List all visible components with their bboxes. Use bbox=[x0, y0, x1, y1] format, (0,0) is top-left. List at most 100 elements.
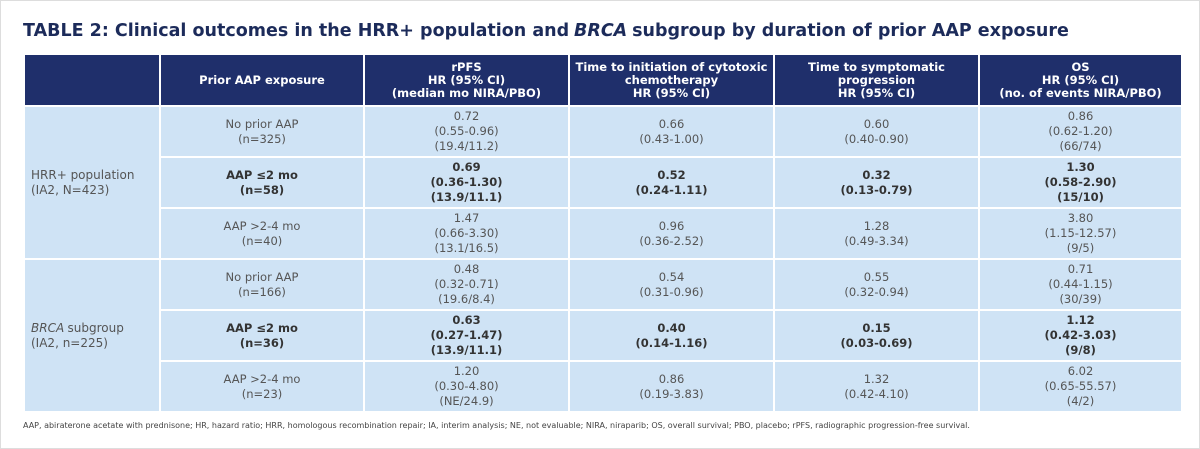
header-cell bbox=[23, 53, 161, 107]
cell-line: 6.02 bbox=[1067, 364, 1094, 378]
cell-line: 1.32 bbox=[863, 371, 890, 386]
table-cell: 1.32 (0.42-4.10) bbox=[773, 360, 980, 413]
cell-line: (n=36) bbox=[239, 335, 285, 350]
cell-line: 1.28 bbox=[863, 218, 890, 233]
cell-line: 0.71 bbox=[1067, 262, 1094, 276]
cell-line: HR (95% CI) bbox=[632, 85, 711, 100]
cell-line: HR (95% CI) bbox=[427, 72, 506, 87]
cell-line: Time to initiation of cytotoxic bbox=[575, 59, 768, 74]
cell-line: 0.32 bbox=[862, 167, 891, 182]
cell-line: (0.62-1.20) bbox=[1048, 124, 1113, 138]
cell-line: (30/39) bbox=[1059, 292, 1102, 306]
cell-line: (n=325) bbox=[238, 131, 286, 146]
table-cell: 0.69 (0.36-1.30) (13.9/11.1) bbox=[363, 156, 570, 209]
cell-line: 0.69 bbox=[452, 160, 481, 174]
cell-line: rPFS bbox=[451, 59, 482, 74]
table-cell: 0.86 (0.62-1.20) (66/74) bbox=[978, 105, 1183, 158]
cell-line: (66/74) bbox=[1059, 139, 1102, 153]
cell-line: 3.80 bbox=[1067, 211, 1094, 225]
table-row: AAP ≤2 mo (n=58) 0.69 (0.36-1.30) (13.9/11.1… bbox=[24, 156, 1183, 209]
table-cell: 0.63 (0.27-1.47) (13.9/11.1) bbox=[363, 309, 570, 362]
cell-line: (13.9/11.1) bbox=[430, 190, 503, 204]
cell-line: (0.43-1.00) bbox=[639, 131, 704, 146]
cell-line: (0.66-3.30) bbox=[434, 226, 499, 240]
title: TABLE 2: Clinical outcomes in the HRR+ p… bbox=[23, 21, 1069, 41]
table-cell: 0.86 (0.19-3.83) bbox=[568, 360, 775, 413]
cell-line: HR (95% CI) bbox=[837, 85, 916, 100]
cell-line: (0.36-2.52) bbox=[639, 233, 704, 248]
group-sublabel: (IA2, N=423) bbox=[31, 182, 110, 197]
table-cell: 1.47 (0.66-3.30) (13.1/16.5) bbox=[363, 207, 570, 260]
table-row: AAP ≤2 mo (n=36) 0.63 (0.27-1.47) (13.9/11.1… bbox=[24, 309, 1183, 362]
header-cell: OS HR (95% CI) (no. of events NIRA/PBO) bbox=[978, 53, 1183, 107]
cell-line: (0.65-55.57) bbox=[1044, 379, 1117, 393]
table-cell: 0.60 (0.40-0.90) bbox=[773, 105, 980, 158]
cell-line: (0.44-1.15) bbox=[1048, 277, 1113, 291]
group-cell: HRR+ population (IA2, N=423) bbox=[23, 105, 161, 260]
header-cell: rPFS HR (95% CI) (median mo NIRA/PBO) bbox=[363, 53, 570, 107]
table-cell: 1.20 (0.30-4.80) (NE/24.9) bbox=[363, 360, 570, 413]
cell-line: (no. of events NIRA/PBO) bbox=[999, 85, 1162, 100]
cell-line: 0.52 bbox=[657, 167, 686, 182]
cell-line: AAP ≤2 mo bbox=[226, 320, 298, 335]
table-cell: 0.55 (0.32-0.94) bbox=[773, 258, 980, 311]
cell-line: (0.32-0.94) bbox=[844, 284, 909, 299]
table-cell: 0.52 (0.24-1.11) bbox=[568, 156, 775, 209]
cell-line: (n=58) bbox=[239, 182, 285, 197]
header-cell: Prior AAP exposure bbox=[159, 53, 365, 107]
cell-line: 0.15 bbox=[862, 320, 891, 335]
cell-line: 1.47 bbox=[453, 211, 480, 225]
cell-line: (13.9/11.1) bbox=[430, 343, 503, 357]
cell-line: No prior AAP bbox=[225, 116, 299, 131]
cell-line: OS bbox=[1071, 59, 1090, 74]
cell-line: 0.72 bbox=[453, 109, 480, 123]
cell-line: AAP >2-4 mo bbox=[223, 218, 301, 233]
cell-line: (0.40-0.90) bbox=[844, 131, 909, 146]
cell-line: 1.12 bbox=[1066, 313, 1095, 327]
cell-line: (0.49-3.34) bbox=[844, 233, 909, 248]
cell-line: (0.03-0.69) bbox=[840, 335, 913, 350]
cell-line: HR (95% CI) bbox=[1041, 72, 1120, 87]
cell-line: (19.4/11.2) bbox=[434, 139, 499, 153]
cell-line: 0.55 bbox=[863, 269, 890, 284]
cell-line: (n=166) bbox=[238, 284, 286, 299]
table-cell: 1.28 (0.49-3.34) bbox=[773, 207, 980, 260]
table-body: HRR+ population (IA2, N=423) No prior AAP(… bbox=[23, 105, 1183, 413]
cell-line: (0.58-2.90) bbox=[1044, 175, 1117, 189]
cell-line: (NE/24.9) bbox=[439, 394, 494, 408]
text-part: TABLE 2: Clinical outcomes in the HRR+ p… bbox=[23, 21, 570, 41]
cell-line: (n=23) bbox=[241, 386, 283, 401]
cell-line: (0.30-4.80) bbox=[434, 379, 499, 393]
group-label: BRCA subgroup bbox=[31, 321, 159, 336]
table-cell: 0.15 (0.03-0.69) bbox=[773, 309, 980, 362]
group-sublabel: (IA2, n=225) bbox=[31, 335, 108, 350]
cell-line: (0.13-0.79) bbox=[840, 182, 913, 197]
cell-line: 1.30 bbox=[1066, 160, 1095, 174]
table-row: BRCA subgroup (IA2, n=225) No prior AAP (n=1… bbox=[23, 258, 1183, 413]
text-part: BRCA bbox=[31, 320, 65, 335]
text-part: HRR+ population bbox=[31, 167, 135, 182]
cell-line: (0.36-1.30) bbox=[430, 175, 503, 189]
header-cell: Time to initiation of cytotoxic chemother… bbox=[568, 53, 775, 107]
cell-line: (0.27-1.47) bbox=[430, 328, 503, 342]
cell-line: chemotherapy bbox=[624, 72, 719, 87]
table-cell: AAP ≤2 mo (n=58) bbox=[159, 156, 365, 209]
cell-line: (median mo NIRA/PBO) bbox=[391, 85, 542, 100]
table-cell: No prior AAP (n=325) bbox=[159, 105, 365, 158]
table-cell: 0.96 (0.36-2.52) bbox=[568, 207, 775, 260]
table-cell: 0.71 (0.44-1.15) (30/39) bbox=[978, 258, 1183, 311]
table-cell: AAP >2-4 mo (n=40) bbox=[159, 207, 365, 260]
text-part: BRCA bbox=[574, 21, 628, 41]
table-cell: 1.12 (0.42-3.03) (9/8) bbox=[978, 309, 1183, 362]
table-cell: AAP >2-4 mo (n=23) bbox=[159, 360, 365, 413]
table-row: AAP >2-4 mo (n=40) 1.47 (0.66-3.30) (13.1/16… bbox=[24, 207, 1183, 260]
cell-line: 0.66 bbox=[658, 116, 685, 131]
cell-line: (0.42-4.10) bbox=[844, 386, 909, 401]
cell-line: (0.42-3.03) bbox=[1044, 328, 1117, 342]
cell-line: No prior AAP bbox=[225, 269, 299, 284]
cell-line: (9/8) bbox=[1065, 343, 1096, 357]
cell-line: 0.40 bbox=[657, 320, 686, 335]
table-cell: AAP ≤2 mo (n=36) bbox=[159, 309, 365, 362]
header-row: Prior AAP exposure rPFS HR (95% CI) (median… bbox=[23, 53, 1183, 107]
